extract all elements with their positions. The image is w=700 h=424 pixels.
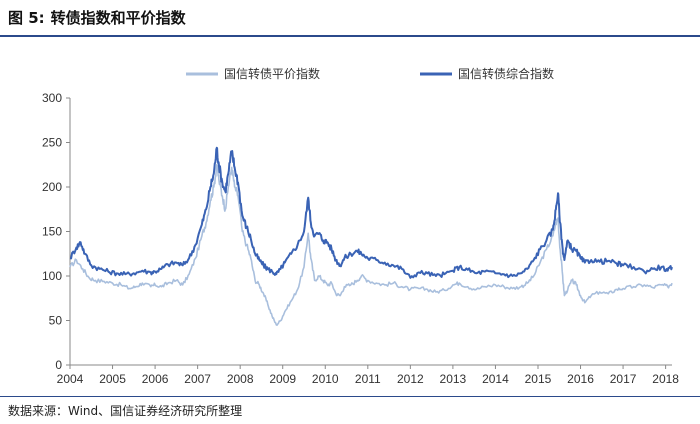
x-tick-label: 2018	[652, 372, 679, 386]
figure-title: 转债指数和平价指数	[50, 8, 186, 27]
y-tick-label: 0	[55, 358, 62, 372]
chart-legend: 国信转债平价指数 国信转债综合指数	[186, 66, 554, 81]
x-tick-label: 2004	[57, 372, 84, 386]
x-tick-label: 2016	[567, 372, 594, 386]
y-tick-label: 150	[42, 225, 62, 239]
x-tick-label: 2015	[525, 372, 552, 386]
y-tick-label: 100	[42, 269, 62, 283]
x-tick-label: 2011	[355, 372, 381, 386]
legend-label-composite: 国信转债综合指数	[458, 66, 554, 81]
parity-index-line	[69, 164, 673, 327]
x-tick-label: 2014	[482, 372, 509, 386]
y-tick-label: 50	[49, 314, 63, 328]
y-tick-label: 250	[42, 136, 62, 150]
source-note: 数据来源：Wind、国信证券经济研究所整理	[8, 404, 243, 418]
x-tick-label: 2010	[312, 372, 339, 386]
composite-index-line	[69, 146, 673, 279]
x-tick-label: 2012	[397, 372, 424, 386]
chart-axes: 0 50 100 150 200 250 300 2004 2005 2006 2007 2008 20…	[42, 91, 679, 386]
bottom-rule	[0, 396, 700, 397]
chart-series	[69, 146, 673, 327]
x-tick-label: 2009	[269, 372, 296, 386]
y-tick-label: 300	[42, 91, 62, 105]
x-tick-label: 2013	[440, 372, 467, 386]
x-tick-label: 2006	[142, 372, 169, 386]
x-tick-label: 2005	[99, 372, 126, 386]
figure-title-bar: 图 5: 转债指数和平价指数	[0, 0, 700, 34]
y-tick-label: 200	[42, 180, 62, 194]
x-tick-label: 2008	[227, 372, 254, 386]
legend-label-parity: 国信转债平价指数	[224, 66, 320, 81]
x-tick-label: 2007	[184, 372, 211, 386]
x-tick-label: 2017	[610, 372, 637, 386]
top-rule	[0, 35, 700, 37]
figure-label: 图 5:	[8, 8, 45, 27]
